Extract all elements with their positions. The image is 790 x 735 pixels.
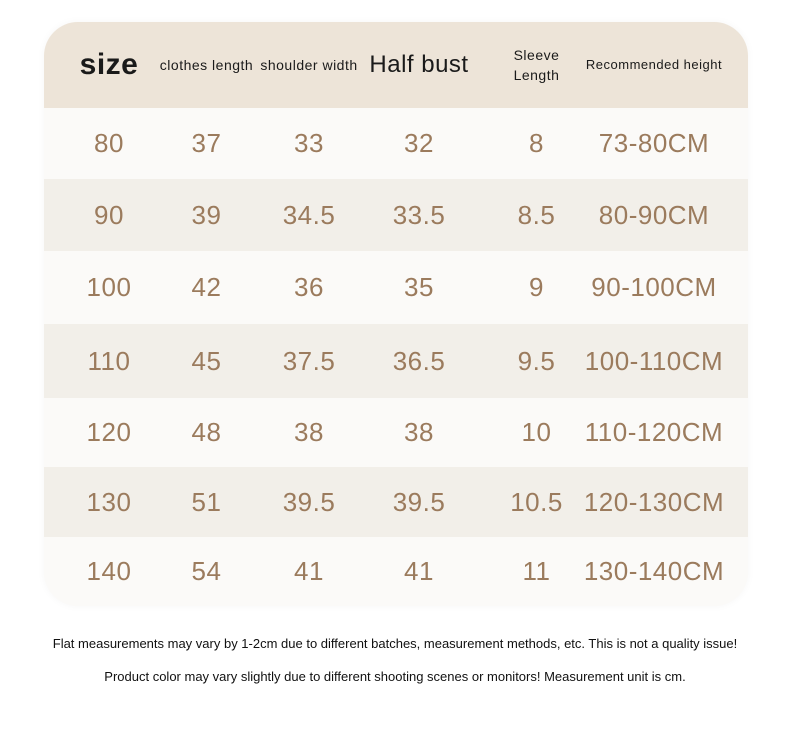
cell-clothes-length: 39 <box>191 199 222 230</box>
header-sleeve-length: Sleeve Length <box>513 46 560 83</box>
cell-half-bust: 36.5 <box>392 345 446 376</box>
cell-recommended-height: 80-90CM <box>598 199 710 230</box>
cell-sleeve-length: 10.5 <box>510 486 563 517</box>
header-half-bust: Half bust <box>369 50 469 78</box>
cell-sleeve-length: 8.5 <box>517 199 556 230</box>
cell-size: 130 <box>86 486 132 517</box>
cell-shoulder-width: 33 <box>294 128 324 158</box>
table-row: 90 39 34.5 33.5 8.5 80-90CM <box>44 179 748 251</box>
cell-shoulder-width: 39.5 <box>282 486 336 517</box>
cell-clothes-length: 42 <box>191 272 222 302</box>
cell-clothes-length: 37 <box>191 128 222 158</box>
cell-size: 90 <box>94 199 124 230</box>
cell-recommended-height: 110-120CM <box>584 417 724 447</box>
cell-sleeve-length: 9.5 <box>517 345 556 376</box>
cell-shoulder-width: 36 <box>294 272 324 302</box>
cell-recommended-height: 120-130CM <box>583 486 725 517</box>
header-recommended-height: Recommended height <box>585 56 723 72</box>
cell-shoulder-width: 34.5 <box>282 199 336 230</box>
cell-half-bust: 32 <box>404 128 434 158</box>
disclaimer-measurement-note: Flat measurements may vary by 1-2cm due … <box>52 636 738 651</box>
cell-half-bust: 39.5 <box>392 486 446 517</box>
cell-half-bust: 33.5 <box>392 199 446 230</box>
table-row: 110 45 37.5 36.5 9.5 100-110CM <box>44 324 748 398</box>
table-header-row: size clothes length shoulder width Half … <box>44 22 748 108</box>
cell-size: 110 <box>87 345 131 376</box>
table-row: 100 42 36 35 9 90-100CM <box>44 251 748 324</box>
cell-recommended-height: 100-110CM <box>584 345 724 376</box>
cell-clothes-length: 48 <box>191 417 222 447</box>
header-shoulder-width: shoulder width <box>260 56 358 73</box>
cell-clothes-length: 51 <box>191 486 222 517</box>
disclaimer-color-note: Product color may vary slightly due to d… <box>104 669 686 684</box>
cell-clothes-length: 45 <box>191 345 222 376</box>
cell-size: 120 <box>86 417 132 447</box>
cell-sleeve-length: 8 <box>529 128 544 158</box>
cell-size: 140 <box>86 556 132 586</box>
header-size: size <box>79 48 139 82</box>
cell-recommended-height: 90-100CM <box>591 272 717 302</box>
cell-shoulder-width: 37.5 <box>282 345 336 376</box>
cell-shoulder-width: 41 <box>294 556 324 586</box>
cell-size: 100 <box>86 272 132 302</box>
cell-half-bust: 35 <box>404 272 434 302</box>
cell-shoulder-width: 38 <box>294 417 324 447</box>
cell-sleeve-length: 9 <box>529 272 544 302</box>
table-row: 120 48 38 38 10 110-120CM <box>44 398 748 467</box>
cell-recommended-height: 73-80CM <box>598 128 710 158</box>
table-row: 80 37 33 32 8 73-80CM <box>44 108 748 179</box>
cell-half-bust: 38 <box>404 417 434 447</box>
cell-size: 80 <box>94 128 124 158</box>
cell-sleeve-length: 11 <box>522 556 551 586</box>
table-row: 140 54 41 41 11 130-140CM <box>44 537 748 606</box>
cell-recommended-height: 130-140CM <box>583 556 725 586</box>
cell-clothes-length: 54 <box>191 556 222 586</box>
header-clothes-length: clothes length <box>159 56 254 73</box>
cell-sleeve-length: 10 <box>521 417 552 447</box>
table-row: 130 51 39.5 39.5 10.5 120-130CM <box>44 467 748 537</box>
cell-half-bust: 41 <box>404 556 434 586</box>
size-chart-table: size clothes length shoulder width Half … <box>44 22 748 606</box>
